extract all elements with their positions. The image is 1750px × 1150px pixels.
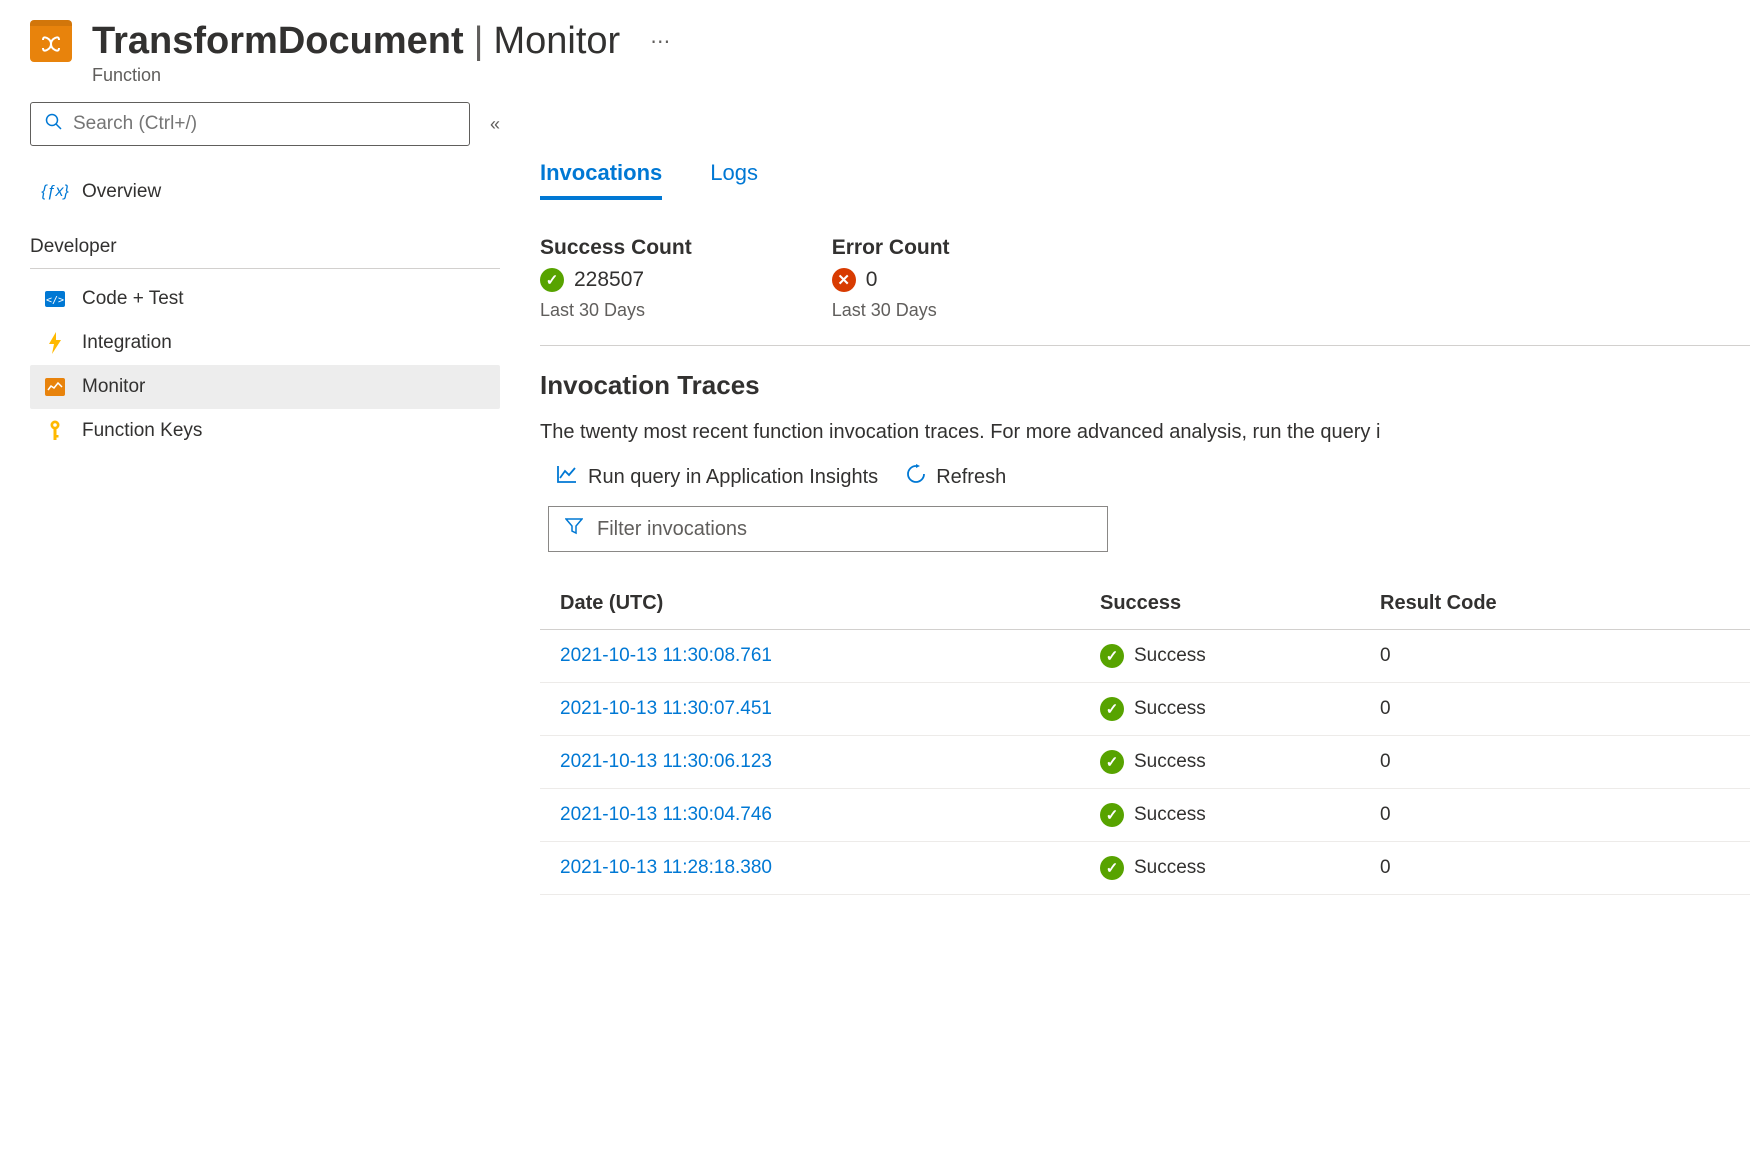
- refresh-button[interactable]: Refresh: [906, 464, 1006, 490]
- key-icon: [44, 420, 66, 442]
- table-row[interactable]: 2021-10-13 11:30:07.451✓Success0: [540, 683, 1750, 736]
- page-subtitle: Function: [92, 65, 670, 86]
- filter-input-wrapper[interactable]: Filter invocations: [548, 506, 1108, 552]
- sidebar: « {ƒx} Overview Developer </> Code + Tes…: [30, 102, 500, 895]
- chart-icon: [556, 464, 578, 490]
- trace-result: 0: [1360, 736, 1750, 789]
- col-date[interactable]: Date (UTC): [540, 578, 1080, 630]
- refresh-icon: [906, 464, 926, 490]
- trace-result: 0: [1360, 683, 1750, 736]
- stat-error-value: 0: [866, 268, 878, 292]
- sidebar-item-label: Code + Test: [82, 288, 184, 310]
- refresh-label: Refresh: [936, 466, 1006, 489]
- stat-success-period: Last 30 Days: [540, 300, 692, 321]
- tabs: Invocations Logs: [540, 160, 1750, 200]
- trace-result: 0: [1360, 789, 1750, 842]
- page-header: TransformDocument | Monitor ⋯ Function: [30, 20, 1750, 86]
- sidebar-item-label: Function Keys: [82, 420, 202, 442]
- success-check-icon: ✓: [1100, 750, 1124, 774]
- trace-success: ✓Success: [1080, 842, 1360, 895]
- tab-invocations[interactable]: Invocations: [540, 160, 662, 200]
- sidebar-item-label: Integration: [82, 332, 172, 354]
- error-x-icon: ✕: [832, 268, 856, 292]
- trace-result: 0: [1360, 630, 1750, 683]
- trace-date[interactable]: 2021-10-13 11:30:08.761: [540, 630, 1080, 683]
- monitor-icon: [44, 376, 66, 398]
- trace-date[interactable]: 2021-10-13 11:30:06.123: [540, 736, 1080, 789]
- trace-success: ✓Success: [1080, 789, 1360, 842]
- more-icon[interactable]: ⋯: [650, 29, 670, 54]
- trace-date[interactable]: 2021-10-13 11:28:18.380: [540, 842, 1080, 895]
- main-content: Invocations Logs Success Count ✓ 228507 …: [540, 102, 1750, 895]
- filter-placeholder: Filter invocations: [597, 518, 747, 541]
- stat-error-period: Last 30 Days: [832, 300, 950, 321]
- table-row[interactable]: 2021-10-13 11:30:06.123✓Success0: [540, 736, 1750, 789]
- sidebar-item-label: Overview: [82, 181, 161, 203]
- success-check-icon: ✓: [1100, 697, 1124, 721]
- col-success[interactable]: Success: [1080, 578, 1360, 630]
- table-row[interactable]: 2021-10-13 11:30:08.761✓Success0: [540, 630, 1750, 683]
- traces-table: Date (UTC) Success Result Code 2021-10-1…: [540, 578, 1750, 895]
- success-check-icon: ✓: [540, 268, 564, 292]
- stat-success-value: 228507: [574, 268, 644, 292]
- sidebar-item-label: Monitor: [82, 376, 145, 398]
- search-input-wrapper[interactable]: [30, 102, 470, 146]
- collapse-sidebar-icon[interactable]: «: [490, 114, 500, 135]
- search-icon: [45, 113, 63, 136]
- fx-icon: {ƒx}: [44, 181, 66, 203]
- trace-date[interactable]: 2021-10-13 11:30:07.451: [540, 683, 1080, 736]
- title-main: TransformDocument: [92, 20, 464, 63]
- sidebar-item-monitor[interactable]: Monitor: [30, 365, 500, 409]
- run-query-button[interactable]: Run query in Application Insights: [556, 464, 878, 490]
- col-result[interactable]: Result Code: [1360, 578, 1750, 630]
- success-check-icon: ✓: [1100, 644, 1124, 668]
- lightning-icon: [44, 332, 66, 354]
- function-icon: [30, 20, 72, 62]
- table-row[interactable]: 2021-10-13 11:30:04.746✓Success0: [540, 789, 1750, 842]
- sidebar-section-developer: Developer: [30, 214, 500, 269]
- search-input[interactable]: [73, 113, 455, 135]
- sidebar-item-function-keys[interactable]: Function Keys: [30, 409, 500, 453]
- stat-error: Error Count ✕ 0 Last 30 Days: [832, 236, 950, 321]
- tab-logs[interactable]: Logs: [710, 160, 758, 200]
- stat-error-label: Error Count: [832, 236, 950, 260]
- stat-success-label: Success Count: [540, 236, 692, 260]
- success-check-icon: ✓: [1100, 856, 1124, 880]
- trace-date[interactable]: 2021-10-13 11:30:04.746: [540, 789, 1080, 842]
- trace-result: 0: [1360, 842, 1750, 895]
- code-icon: </>: [44, 288, 66, 310]
- trace-success: ✓Success: [1080, 630, 1360, 683]
- traces-description: The twenty most recent function invocati…: [540, 421, 1750, 444]
- trace-success: ✓Success: [1080, 736, 1360, 789]
- title-separator: |: [474, 20, 484, 63]
- run-query-label: Run query in Application Insights: [588, 466, 878, 489]
- trace-success: ✓Success: [1080, 683, 1360, 736]
- sidebar-item-code-test[interactable]: </> Code + Test: [30, 277, 500, 321]
- stats-row: Success Count ✓ 228507 Last 30 Days Erro…: [540, 236, 1750, 346]
- table-row[interactable]: 2021-10-13 11:28:18.380✓Success0: [540, 842, 1750, 895]
- title-sub: Monitor: [494, 20, 621, 63]
- traces-title: Invocation Traces: [540, 370, 1750, 401]
- stat-success: Success Count ✓ 228507 Last 30 Days: [540, 236, 692, 321]
- sidebar-item-overview[interactable]: {ƒx} Overview: [30, 170, 500, 214]
- sidebar-item-integration[interactable]: Integration: [30, 321, 500, 365]
- svg-text:</>: </>: [46, 295, 64, 306]
- filter-icon: [565, 517, 583, 541]
- success-check-icon: ✓: [1100, 803, 1124, 827]
- page-title: TransformDocument | Monitor ⋯: [92, 20, 670, 63]
